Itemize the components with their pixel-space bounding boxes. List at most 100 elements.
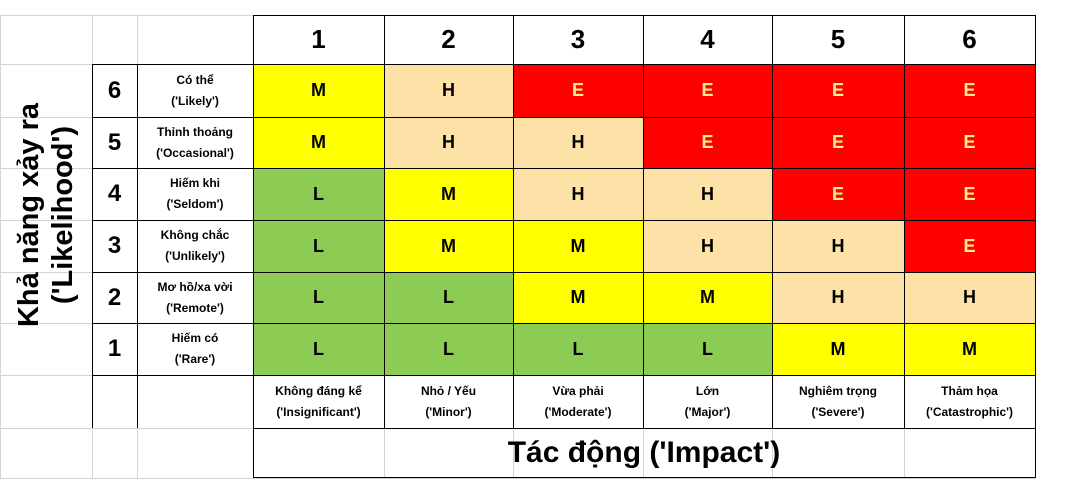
risk-rating-cell: E xyxy=(904,220,1035,272)
grid-line xyxy=(253,15,254,478)
impact-description: Vừa phải ('Moderate') xyxy=(513,375,643,428)
impact-description: Nhỏ / Yếu ('Minor') xyxy=(384,375,513,428)
likelihood-name-en: ('Occasional') xyxy=(156,145,234,160)
grid-line xyxy=(92,375,1036,376)
likelihood-name-en: ('Rare') xyxy=(174,352,216,366)
grid-line xyxy=(643,15,644,428)
grid-line xyxy=(1035,15,1036,478)
risk-rating-cell: E xyxy=(772,64,904,117)
risk-rating-cell: L xyxy=(643,323,772,375)
impact-level-number: 3 xyxy=(570,24,586,54)
risk-rating-cell: E xyxy=(904,117,1035,168)
grid-line xyxy=(513,15,514,428)
impact-description: Lớn ('Major') xyxy=(643,375,772,428)
grid-line xyxy=(137,64,138,428)
risk-rating-cell: H xyxy=(904,272,1035,323)
impact-level-number: 2 xyxy=(441,24,456,54)
likelihood-name: Hiếm có xyxy=(171,331,219,345)
risk-rating-cell: L xyxy=(513,323,643,375)
risk-rating-cell: H xyxy=(643,220,772,272)
grid-line xyxy=(92,272,1036,273)
likelihood-name-en: ('Likely') xyxy=(171,93,219,108)
impact-name-en: ('Catastrophic') xyxy=(925,404,1014,419)
risk-rating-cell: M xyxy=(643,272,772,323)
grid-line xyxy=(92,168,1036,169)
grid-line xyxy=(92,220,1036,221)
impact-level-number: 1 xyxy=(311,24,326,54)
grid-line xyxy=(92,117,1036,118)
risk-rating-cell: H xyxy=(772,272,904,323)
impact-name-en: ('Major') xyxy=(684,404,731,419)
likelihood-description: Mơ hồ/xa vời ('Remote') xyxy=(137,272,253,323)
likelihood-level-number: 4 xyxy=(107,180,122,207)
impact-description: Nghiêm trọng ('Severe') xyxy=(772,375,904,428)
risk-rating-cell: H xyxy=(643,168,772,220)
likelihood-level-number: 5 xyxy=(107,128,122,156)
grid-line xyxy=(384,15,385,428)
likelihood-description: Hiếm khi ('Seldom') xyxy=(137,168,253,220)
risk-rating-cell: M xyxy=(513,272,643,323)
likelihood-name: Mơ hồ/xa vời xyxy=(157,279,233,294)
likelihood-description: Không chắc ('Unlikely') xyxy=(137,220,253,272)
grid-line xyxy=(253,428,1036,429)
risk-rating-cell: E xyxy=(772,117,904,168)
risk-rating-cell: H xyxy=(513,117,643,168)
risk-rating-cell: E xyxy=(643,117,772,168)
likelihood-level-number: 2 xyxy=(107,283,122,311)
risk-rating-cell: H xyxy=(384,64,513,117)
risk-rating-cell: L xyxy=(253,168,384,220)
risk-rating-cell: M xyxy=(253,117,384,168)
risk-rating-cell: L xyxy=(384,323,513,375)
grid-line xyxy=(253,477,1036,478)
impact-name-en: ('Moderate') xyxy=(544,404,612,419)
likelihood-description: Có thể ('Likely') xyxy=(137,64,253,117)
grid-line xyxy=(253,15,1036,16)
impact-axis-title: Tác động ('Impact') xyxy=(507,436,781,469)
impact-name: Không đáng kể xyxy=(275,383,362,398)
risk-rating-cell: M xyxy=(384,220,513,272)
impact-name: Vừa phải xyxy=(552,383,604,398)
risk-rating-cell: E xyxy=(904,168,1035,220)
impact-name-en: ('Insignificant') xyxy=(276,404,361,419)
risk-rating-cell: H xyxy=(772,220,904,272)
grid-line xyxy=(92,64,1036,65)
likelihood-name: Hiếm khi xyxy=(169,176,220,190)
likelihood-description: Hiếm có ('Rare') xyxy=(137,323,253,375)
likelihood-name-en: ('Remote') xyxy=(166,300,224,315)
grid-line xyxy=(904,15,905,428)
impact-name: Lớn xyxy=(695,383,720,398)
risk-rating-cell: L xyxy=(384,272,513,323)
impact-description: Thảm họa ('Catastrophic') xyxy=(904,375,1035,428)
likelihood-level-number: 6 xyxy=(107,76,122,104)
impact-name: Nhỏ / Yếu xyxy=(420,383,477,398)
risk-rating-cell: E xyxy=(643,64,772,117)
risk-rating-cell: E xyxy=(513,64,643,117)
risk-rating-cell: L xyxy=(253,323,384,375)
risk-rating-cell: L xyxy=(253,272,384,323)
impact-description: Không đáng kể ('Insignificant') xyxy=(253,375,384,428)
likelihood-name: Thỉnh thoảng xyxy=(157,124,233,139)
impact-level-number: 6 xyxy=(962,24,977,54)
risk-rating-cell: M xyxy=(904,323,1035,375)
impact-name: Thảm họa xyxy=(941,383,998,398)
risk-rating-cell: L xyxy=(253,220,384,272)
grid-line xyxy=(0,478,1035,479)
likelihood-name-en: ('Seldom') xyxy=(166,197,224,211)
risk-rating-cell: M xyxy=(513,220,643,272)
risk-rating-cell: E xyxy=(904,64,1035,117)
risk-rating-cell: M xyxy=(384,168,513,220)
impact-name-en: ('Minor') xyxy=(425,404,472,419)
impact-level-number: 4 xyxy=(700,24,715,54)
impact-level-number: 5 xyxy=(830,24,846,54)
risk-rating-cell: M xyxy=(772,323,904,375)
grid-line xyxy=(772,15,773,428)
risk-rating-cell: E xyxy=(772,168,904,220)
risk-rating-cell: H xyxy=(384,117,513,168)
likelihood-level-number: 1 xyxy=(107,335,122,362)
impact-name: Nghiêm trọng xyxy=(799,383,877,398)
grid-line xyxy=(92,323,1036,324)
likelihood-description: Thỉnh thoảng ('Occasional') xyxy=(137,117,253,168)
grid-line xyxy=(0,15,1,478)
impact-name-en: ('Severe') xyxy=(811,404,865,419)
likelihood-name-en: ('Unlikely') xyxy=(165,249,225,263)
